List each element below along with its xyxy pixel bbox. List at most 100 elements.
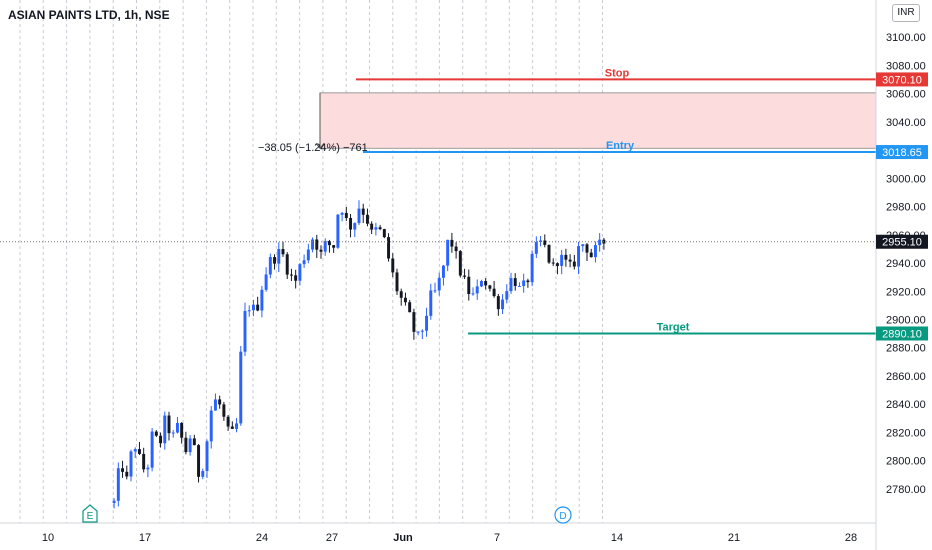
candle-body — [323, 241, 327, 252]
candle-body — [530, 253, 534, 283]
candle-body — [560, 254, 564, 266]
y-tick-label: 2860.00 — [886, 371, 926, 383]
candle-body — [382, 229, 386, 238]
candle-body — [213, 399, 217, 411]
y-tick-label: 2900.00 — [886, 315, 926, 327]
dividend-icon — [554, 506, 572, 524]
candle-body — [454, 246, 458, 252]
candle-body — [197, 445, 201, 477]
candle-body — [222, 404, 226, 417]
y-tick-label: 2880.00 — [886, 343, 926, 355]
candle-body — [344, 212, 348, 218]
candle-body — [446, 239, 450, 266]
candle-body — [509, 278, 513, 292]
candle-body — [159, 435, 163, 444]
candle-body — [475, 286, 479, 294]
price-target-badge-label: 2890.10 — [882, 328, 922, 340]
candle-body — [374, 227, 378, 230]
candle-body — [289, 274, 293, 276]
candle-body — [150, 431, 154, 468]
candle-body — [129, 451, 133, 477]
candle-body — [201, 471, 205, 477]
candle-body — [184, 437, 188, 453]
candle-body — [302, 260, 306, 265]
candle-body — [340, 212, 344, 215]
candle-body — [467, 276, 471, 295]
candle-body — [218, 399, 222, 405]
candle-body — [547, 244, 551, 263]
candle-body — [370, 223, 374, 230]
candle-body — [247, 310, 251, 312]
symbol-title: ASIAN PAINTS LTD, 1h, NSE — [8, 8, 170, 22]
candle-body — [577, 246, 581, 267]
candle-body — [281, 249, 285, 255]
candle-body — [522, 280, 526, 286]
candle-body — [171, 432, 175, 434]
candle-body — [403, 297, 407, 303]
candle-body — [458, 251, 462, 276]
candle-body — [593, 245, 597, 258]
candle-body — [395, 272, 399, 292]
currency-button[interactable]: INR — [892, 4, 920, 22]
current-price-badge — [876, 234, 928, 249]
candle-body — [378, 227, 382, 230]
candle-body — [273, 257, 277, 264]
candle-body — [357, 208, 361, 224]
candle-body — [534, 242, 538, 254]
candle-body — [463, 275, 467, 277]
candle-body — [581, 244, 585, 247]
candle-body — [285, 254, 289, 275]
price-entry-badge-label: 3018.65 — [882, 147, 922, 159]
candle-body — [572, 261, 576, 267]
candle-body — [327, 241, 331, 246]
y-tick-label: 3040.00 — [886, 117, 926, 129]
candle-body — [205, 441, 209, 472]
candle-body — [526, 280, 530, 283]
y-tick-label: 3000.00 — [886, 173, 926, 185]
x-tick-label: 21 — [728, 532, 740, 544]
candle-body — [387, 237, 391, 259]
candle-body — [146, 467, 150, 470]
candle-body — [437, 277, 441, 291]
y-tick-label: 3100.00 — [886, 32, 926, 44]
candle-body — [188, 438, 192, 453]
candle-body — [243, 311, 247, 352]
candle-body — [239, 351, 243, 424]
candle-body — [180, 422, 184, 438]
candle-body — [167, 415, 171, 434]
x-tick-label: Jun — [393, 532, 413, 544]
candle-body — [209, 410, 213, 442]
x-tick-label: 27 — [326, 532, 338, 544]
y-tick-label: 2780.00 — [886, 484, 926, 496]
candle-body — [416, 331, 420, 333]
candle-body — [298, 264, 302, 281]
candle-body — [543, 240, 547, 245]
candle-body — [154, 431, 158, 436]
price-stop-badge-label: 3070.10 — [882, 74, 922, 86]
earnings-icon — [82, 504, 98, 523]
level-label-entry: Entry — [606, 140, 635, 152]
x-tick-label: 17 — [139, 532, 151, 544]
candle-body — [353, 223, 357, 230]
candle-body — [268, 257, 272, 275]
candle-body — [260, 289, 264, 311]
candle-body — [163, 415, 167, 444]
candle-body — [336, 214, 340, 248]
candle-body — [598, 239, 602, 246]
entry-stop-zone — [319, 92, 877, 149]
candle-body — [501, 299, 505, 310]
x-tick-label: 24 — [256, 532, 268, 544]
candle-body — [585, 244, 589, 253]
candle-body — [230, 426, 234, 429]
x-tick-label: 7 — [494, 532, 500, 544]
price-target-badge — [876, 326, 928, 341]
candle-body — [564, 254, 568, 260]
candle-body — [555, 263, 559, 266]
event-label: D — [559, 511, 566, 522]
candle-body — [264, 274, 268, 290]
candle-body — [175, 422, 179, 433]
candle-body — [306, 249, 310, 261]
y-tick-label: 3060.00 — [886, 89, 926, 101]
candle-body — [361, 208, 365, 215]
